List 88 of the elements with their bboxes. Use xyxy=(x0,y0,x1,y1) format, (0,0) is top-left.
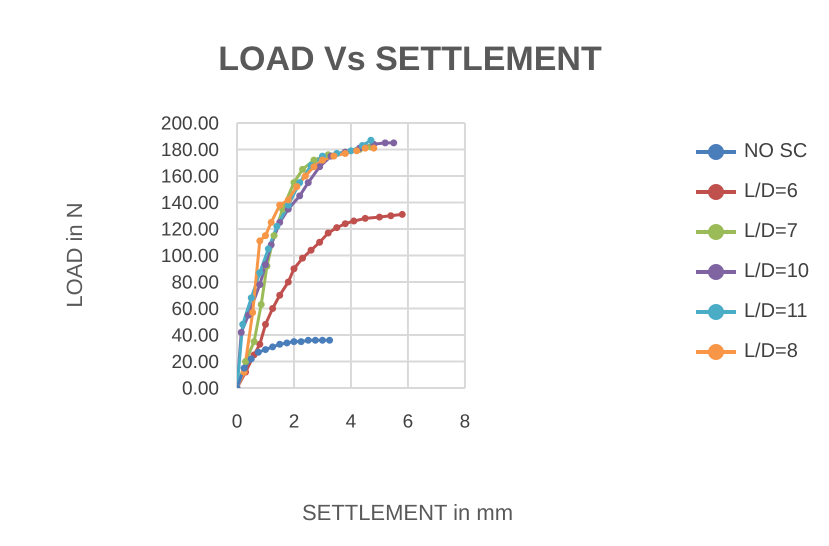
point xyxy=(298,338,305,346)
point xyxy=(290,265,298,272)
point xyxy=(276,340,284,348)
y-axis-title: LOAD in N xyxy=(62,202,88,308)
y-tick-label: 140.00 xyxy=(160,193,219,214)
point xyxy=(248,355,255,362)
point xyxy=(248,294,255,302)
point xyxy=(276,292,284,299)
x-axis-title: SETTLEMENT in mm xyxy=(300,500,514,526)
point xyxy=(240,364,248,372)
x-tick-label: 6 xyxy=(402,411,414,432)
point xyxy=(256,281,264,288)
point xyxy=(254,348,262,356)
point xyxy=(333,224,340,232)
point xyxy=(268,218,275,226)
point xyxy=(318,336,326,344)
point xyxy=(316,238,324,246)
point xyxy=(262,232,269,240)
point xyxy=(310,156,318,164)
point xyxy=(238,328,245,336)
point xyxy=(273,222,280,230)
point xyxy=(276,202,284,209)
y-tick-label: 120.00 xyxy=(160,220,219,241)
point xyxy=(269,305,276,312)
point xyxy=(353,147,360,154)
point xyxy=(284,278,292,286)
point xyxy=(316,163,324,170)
point xyxy=(310,163,318,170)
y-tick-label: 200.00 xyxy=(160,114,219,135)
point xyxy=(362,144,369,152)
point xyxy=(398,210,406,218)
point xyxy=(256,340,264,348)
point xyxy=(299,166,306,173)
x-tick-label: 0 xyxy=(232,411,242,432)
point xyxy=(304,179,312,186)
point xyxy=(262,320,269,328)
point xyxy=(318,156,326,164)
point xyxy=(330,152,338,160)
chart-title: LOAD Vs SETTLEMENT xyxy=(217,40,603,79)
legend-label: NO SC xyxy=(744,140,808,163)
point xyxy=(324,229,332,236)
y-tick-label: 80.00 xyxy=(171,272,219,294)
point xyxy=(242,358,250,365)
legend-label: L/D=11 xyxy=(744,300,808,323)
point xyxy=(296,192,304,200)
point xyxy=(249,308,256,316)
point xyxy=(308,246,315,254)
y-tick-label: 100.00 xyxy=(160,246,219,268)
point xyxy=(350,218,358,225)
point xyxy=(326,336,334,344)
legend-label: L/D=10 xyxy=(744,260,809,283)
x-tick-label: 4 xyxy=(346,411,357,432)
point xyxy=(284,196,292,204)
point xyxy=(258,301,265,308)
y-tick-label: 60.00 xyxy=(171,299,219,320)
point xyxy=(367,136,374,144)
point xyxy=(250,338,258,346)
point xyxy=(382,139,389,146)
point xyxy=(256,237,264,244)
point xyxy=(342,220,349,228)
point xyxy=(270,232,278,240)
point xyxy=(299,254,306,262)
point xyxy=(302,172,309,180)
point xyxy=(312,336,319,344)
point xyxy=(387,212,394,220)
point xyxy=(269,343,276,350)
x-tick-label: 8 xyxy=(460,411,470,432)
point xyxy=(376,214,383,221)
point xyxy=(262,346,269,354)
point xyxy=(239,320,246,328)
point xyxy=(362,214,369,222)
point xyxy=(256,269,264,276)
x-tick-label: 2 xyxy=(288,411,300,432)
point xyxy=(390,139,398,146)
point xyxy=(293,183,300,190)
point xyxy=(370,144,378,152)
point xyxy=(283,339,290,346)
point xyxy=(290,338,298,346)
y-tick-label: 0.00 xyxy=(182,378,219,400)
y-tick-label: 180.00 xyxy=(160,140,219,162)
legend-label: L/D=8 xyxy=(744,340,798,363)
point xyxy=(304,336,312,344)
y-tick-label: 160.00 xyxy=(160,166,219,188)
legend-label: L/D=6 xyxy=(744,180,798,203)
point xyxy=(264,245,272,252)
legend-label: L/D=7 xyxy=(744,220,798,243)
y-tick-label: 20.00 xyxy=(171,352,219,374)
y-tick-label: 40.00 xyxy=(171,326,219,347)
